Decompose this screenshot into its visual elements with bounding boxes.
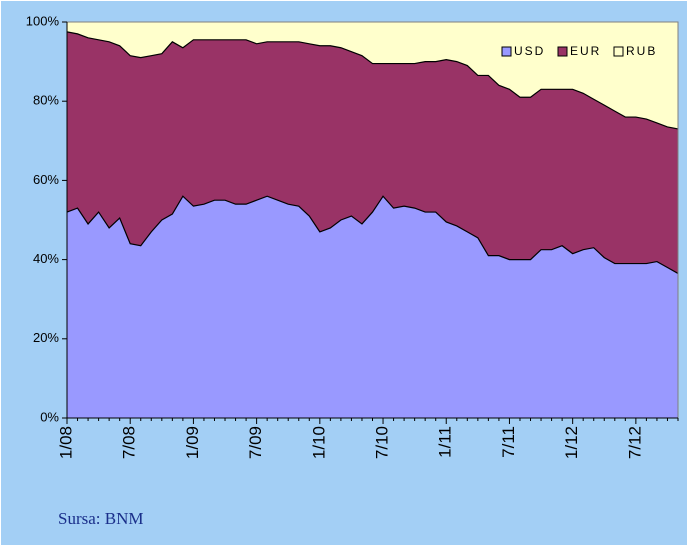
y-tick-label: 60% — [33, 172, 59, 187]
boundary-line — [66, 31, 679, 130]
x-tick-label: 1/09 — [183, 426, 202, 459]
x-tick-label: 7/08 — [120, 426, 139, 459]
x-tick-label: 1/12 — [562, 426, 581, 459]
x-tick-label: 7/12 — [625, 426, 644, 459]
area — [67, 22, 678, 129]
y-tick-label: 100% — [26, 13, 60, 28]
legend-label: EUR — [570, 44, 601, 58]
legend-swatch — [613, 46, 624, 57]
area — [67, 196, 678, 418]
area — [67, 31, 678, 274]
legend-swatch — [501, 46, 512, 57]
y-tick-label: 0% — [40, 409, 59, 424]
legend-label: USD — [514, 44, 545, 58]
x-tick-label: 1/10 — [309, 426, 328, 459]
x-tick-label: 7/11 — [499, 426, 518, 458]
legend-swatch — [557, 46, 568, 57]
y-tick-label: 20% — [33, 330, 59, 345]
x-tick-label: 7/10 — [373, 426, 392, 459]
legend-label: RUB — [626, 44, 657, 58]
x-tick-label: 7/09 — [246, 426, 265, 459]
source: Sursa: BNM — [58, 509, 143, 528]
x-tick-label: 1/11 — [436, 426, 455, 458]
y-tick-label: 40% — [33, 251, 59, 266]
boundary-line — [66, 195, 679, 274]
x-tick-label: 1/08 — [56, 426, 75, 459]
y-tick-label: 80% — [33, 93, 59, 108]
